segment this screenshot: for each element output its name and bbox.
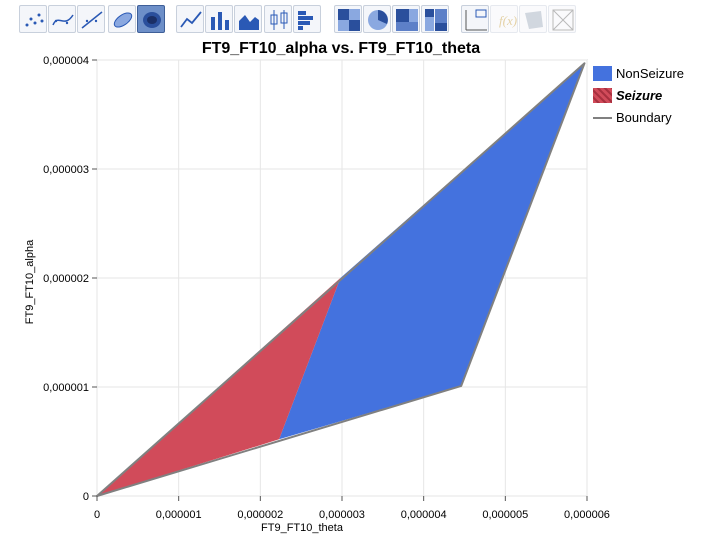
legend-item-nonseizure[interactable]: NonSeizure [593, 64, 703, 86]
bar-icon [211, 12, 229, 30]
legend-label: Seizure [616, 88, 663, 103]
graph-toolbar: f(x) [0, 0, 704, 38]
y-tick-label: 0 [83, 491, 89, 503]
legend-item-boundary[interactable]: Boundary [593, 108, 703, 130]
area-icon [239, 15, 259, 30]
mosaic-icon [425, 9, 447, 31]
custom-graph-button [548, 5, 576, 33]
x-tick-label: 0,000006 [564, 509, 610, 521]
legend-swatch [593, 88, 612, 103]
y-tick-label: 0,000002 [43, 273, 89, 285]
points-button[interactable] [19, 5, 47, 33]
line-icon [180, 11, 202, 28]
contour-button[interactable] [137, 5, 165, 33]
legend: NonSeizure Seizure Boundary [593, 64, 703, 130]
caption-box-button[interactable] [461, 5, 489, 33]
caption-box-icon [465, 9, 487, 31]
map-shapes-button [519, 5, 547, 33]
legend-label: Boundary [616, 110, 672, 125]
x-tick-label: 0,000002 [237, 509, 283, 521]
x-tick-label: 0,000003 [319, 509, 365, 521]
legend-swatch [593, 117, 612, 119]
y-tick-label: 0,000004 [43, 55, 89, 67]
legend-label: NonSeizure [616, 66, 684, 81]
legend-swatch [593, 66, 612, 81]
boundary-region[interactable] [96, 62, 586, 497]
area-button[interactable] [234, 5, 262, 33]
x-tick-label: 0 [94, 509, 100, 521]
y-tick-label: 0,000003 [43, 164, 89, 176]
line-of-fit-icon [81, 11, 103, 29]
x-tick-label: 0,000001 [156, 509, 202, 521]
legend-item-seizure[interactable]: Seizure [593, 86, 703, 108]
pie-icon [368, 10, 388, 30]
smoother-button[interactable] [48, 5, 76, 33]
treemap-icon [396, 9, 418, 31]
points-icon [25, 13, 44, 27]
chart-title: FT9_FT10_alpha vs. FT9_FT10_theta [201, 40, 481, 57]
x-axis-label: FT9_FT10_theta [261, 522, 344, 534]
box-plot-icon [270, 10, 288, 30]
nonseizure-region[interactable] [279, 63, 585, 440]
map-shapes-icon [525, 11, 543, 29]
heatmap-button[interactable] [334, 5, 362, 33]
svg-text:f(x): f(x) [499, 13, 517, 28]
custom-graph-icon [552, 9, 574, 31]
pie-button[interactable] [363, 5, 391, 33]
x-tick-label: 0,000004 [401, 509, 447, 521]
x-tick-label: 0,000005 [482, 509, 528, 521]
mosaic-button[interactable] [421, 5, 449, 33]
ellipse-button[interactable] [108, 5, 136, 33]
formula-button: f(x) [490, 5, 518, 33]
smoother-icon [52, 14, 74, 26]
y-axis-label: FT9_FT10_alpha [24, 239, 36, 324]
box-plot-button[interactable] [264, 5, 292, 33]
y-tick-label: 0,000001 [43, 382, 89, 394]
heatmap-icon [338, 9, 360, 31]
treemap-button[interactable] [392, 5, 420, 33]
line-button[interactable] [176, 5, 204, 33]
ellipse-icon [113, 12, 133, 28]
contour-icon [143, 12, 161, 28]
formula-icon: f(x) [499, 13, 517, 28]
histogram-button[interactable] [293, 5, 321, 33]
histogram-icon [298, 11, 313, 30]
bar-button[interactable] [205, 5, 233, 33]
line-of-fit-button[interactable] [77, 5, 105, 33]
